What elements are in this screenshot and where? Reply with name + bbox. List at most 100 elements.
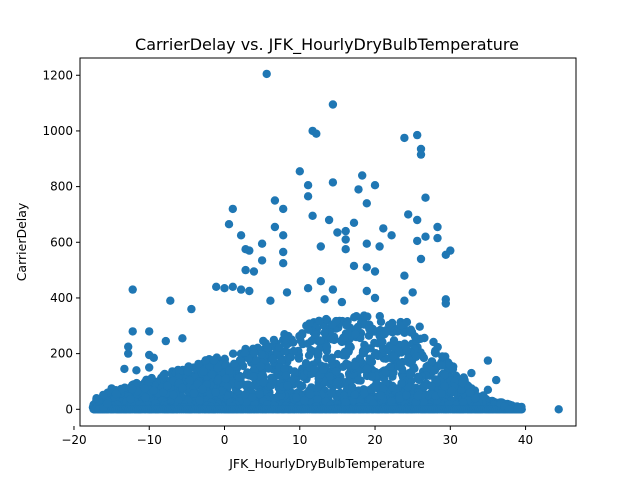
scatter-point	[288, 338, 298, 347]
scatter-point	[353, 322, 363, 332]
scatter-point	[145, 363, 154, 372]
scatter-point	[364, 331, 374, 340]
scatter-point	[382, 327, 391, 337]
y-axis-ticks: 0 200 400 600 800 1000 1200	[42, 68, 80, 416]
scatter-point	[283, 381, 292, 390]
scatter-point	[126, 395, 135, 404]
scatter-point	[209, 355, 219, 365]
scatter-point	[178, 383, 187, 393]
scatter-point	[350, 390, 359, 399]
scatter-point	[411, 352, 421, 361]
scatter-point	[259, 378, 268, 387]
scatter-point	[201, 356, 210, 365]
scatter-point	[304, 351, 314, 360]
y-axis-label: CarrierDelay	[14, 202, 29, 281]
scatter-point	[397, 379, 406, 388]
scatter-point	[295, 331, 304, 341]
scatter-point	[395, 394, 404, 403]
scatter-point	[245, 286, 254, 296]
scatter-point	[483, 385, 493, 394]
scatter-point	[132, 366, 141, 375]
scatter-point	[358, 171, 367, 180]
scatter-point	[166, 296, 175, 305]
scatter-point	[257, 350, 267, 359]
scatter-point	[427, 381, 436, 391]
scatter-point	[328, 178, 338, 187]
scatter-point	[341, 245, 350, 254]
scatter-point	[257, 239, 267, 248]
scatter-point	[367, 357, 377, 367]
scatter-point	[440, 382, 449, 391]
scatter-point	[370, 267, 380, 276]
scatter-point	[279, 259, 288, 268]
x-axis-ticks: −20 −10 0 10 20 30 40	[61, 426, 533, 447]
scatter-point	[251, 356, 261, 365]
scatter-point	[279, 247, 288, 257]
scatter-point	[124, 349, 133, 358]
scatter-point	[248, 372, 258, 382]
scatter-point	[300, 396, 309, 405]
scatter-point	[220, 284, 229, 293]
scatter-point	[351, 330, 360, 339]
scatter-point	[370, 350, 379, 360]
scatter-point	[175, 367, 184, 376]
scatter-point	[304, 325, 313, 334]
scatter-point	[325, 372, 334, 381]
scatter-point	[185, 376, 194, 385]
scatter-point	[448, 364, 458, 374]
scatter-point	[483, 356, 493, 365]
scatter-point	[316, 277, 325, 286]
scatter-point	[354, 185, 363, 194]
scatter-point	[349, 218, 359, 227]
scatter-point	[396, 360, 405, 369]
scatter-point	[422, 364, 431, 374]
scatter-point	[479, 391, 488, 400]
scatter-point	[359, 389, 369, 398]
scatter-point	[375, 242, 384, 251]
scatter-point	[470, 394, 480, 403]
scatter-point	[371, 383, 380, 392]
scatter-point	[169, 390, 178, 400]
scatter-point	[270, 196, 280, 205]
scatter-point	[376, 391, 385, 400]
scatter-point	[292, 393, 301, 402]
scatter-point	[379, 224, 388, 233]
scatter-point	[280, 364, 289, 373]
scatter-point	[402, 391, 411, 400]
scatter-point	[376, 317, 386, 326]
scatter-point	[437, 361, 446, 370]
scatter-point	[290, 367, 299, 376]
scatter-point	[421, 232, 430, 241]
scatter-point	[245, 246, 254, 255]
scatter-point	[211, 388, 220, 397]
scatter-point	[400, 133, 409, 143]
scatter-point	[268, 354, 278, 364]
scatter-point	[286, 353, 296, 362]
scatter-point	[347, 376, 356, 385]
scatter-point	[163, 381, 172, 391]
x-tick-label: 10	[292, 433, 307, 447]
scatter-point	[402, 317, 412, 327]
scatter-point	[413, 130, 422, 140]
scatter-point	[183, 367, 193, 376]
scatter-point	[92, 394, 101, 403]
scatter-point	[248, 393, 257, 402]
scatter-point	[320, 328, 329, 337]
scatter-point	[427, 357, 436, 366]
scatter-point	[447, 386, 456, 395]
scatter-point	[492, 375, 501, 385]
scatter-point	[353, 376, 363, 385]
scatter-point	[301, 359, 311, 368]
scatter-point	[263, 343, 272, 353]
scatter-point	[420, 382, 429, 392]
scatter-point	[322, 342, 332, 352]
scatter-point	[504, 405, 514, 414]
scatter-point	[149, 386, 158, 395]
scatter-point	[413, 215, 422, 225]
x-tick-label: −10	[137, 433, 162, 447]
scatter-point	[308, 211, 317, 220]
scatter-point	[124, 342, 133, 351]
scatter-point	[270, 222, 280, 232]
